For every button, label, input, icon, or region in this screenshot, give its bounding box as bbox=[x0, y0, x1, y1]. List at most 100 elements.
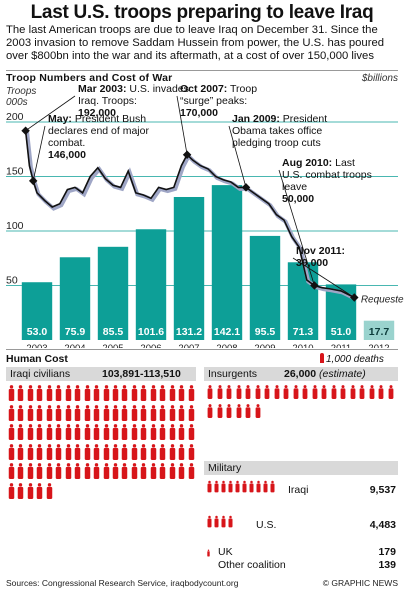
person-icon bbox=[84, 424, 90, 440]
person-icon bbox=[150, 443, 156, 460]
military-row-value: 179 bbox=[378, 546, 396, 558]
bar-value-label: 75.9 bbox=[65, 326, 86, 338]
person-icon bbox=[236, 385, 241, 399]
person-icon bbox=[84, 404, 90, 421]
panel-insurgents: Insurgents 26,000 (estimate) bbox=[204, 367, 398, 381]
military-row-label: UK bbox=[218, 546, 233, 558]
person-icon bbox=[159, 463, 166, 479]
person-icon bbox=[245, 404, 251, 418]
person-icon bbox=[141, 385, 147, 401]
person-icon bbox=[169, 385, 175, 401]
x-tick-label: 2003 bbox=[26, 343, 47, 348]
person-icon bbox=[8, 404, 15, 421]
person-icon bbox=[159, 385, 166, 401]
y-axis-label: Troops 000s bbox=[6, 86, 36, 108]
person-icon bbox=[207, 385, 213, 399]
panel-label: Iraqi civilians bbox=[10, 368, 71, 380]
person-icon bbox=[18, 385, 24, 401]
person-icon bbox=[122, 463, 128, 479]
person-icon bbox=[56, 443, 62, 460]
military-row-value: 4,483 bbox=[369, 519, 396, 531]
bar bbox=[249, 235, 281, 340]
person-icon bbox=[178, 404, 185, 421]
person-icon bbox=[18, 404, 24, 421]
y-tick-label: 50 bbox=[6, 275, 18, 287]
intro-text: The last American troops are due to leav… bbox=[6, 24, 385, 62]
x-tick-label: 2005 bbox=[102, 343, 123, 348]
page-title: Last U.S. troops preparing to leave Iraq bbox=[30, 2, 374, 23]
person-icon bbox=[8, 443, 15, 460]
person-icon bbox=[65, 424, 71, 440]
person-icon bbox=[27, 385, 34, 401]
person-icon bbox=[188, 404, 194, 421]
person-icon bbox=[8, 463, 15, 479]
person-icon bbox=[221, 480, 226, 493]
person-icon bbox=[27, 424, 34, 440]
person-icon bbox=[46, 463, 53, 479]
annotation-leader bbox=[32, 125, 46, 181]
person-icon bbox=[178, 385, 185, 401]
credit-text: © GRAPHIC NEWS bbox=[322, 578, 398, 588]
panel-label: Insurgents bbox=[208, 368, 258, 380]
person-icon bbox=[388, 385, 393, 399]
person-icon bbox=[112, 443, 119, 460]
person-icon bbox=[249, 480, 254, 493]
person-icon bbox=[27, 463, 34, 479]
annotation-leader bbox=[25, 95, 76, 132]
person-icon bbox=[207, 480, 212, 493]
person-icon bbox=[103, 424, 109, 440]
insurgents-note: (estimate) bbox=[319, 368, 366, 380]
person-icon bbox=[122, 443, 128, 460]
bar bbox=[21, 282, 53, 340]
person-icon bbox=[141, 424, 147, 440]
person-icon bbox=[207, 549, 210, 557]
person-icon bbox=[37, 424, 43, 440]
person-icon bbox=[169, 463, 175, 479]
annotation-text: Mar 2003: U.S. invades Iraq. Troops: 192,0… bbox=[78, 83, 189, 119]
bar bbox=[211, 185, 243, 340]
bar-value-label: 85.5 bbox=[103, 326, 124, 338]
person-icon bbox=[169, 404, 175, 421]
person-icon bbox=[188, 463, 194, 479]
troops-line bbox=[24, 130, 355, 299]
person-icon bbox=[283, 385, 289, 399]
military-row-label: U.S. bbox=[256, 519, 277, 531]
x-tick-label: 2004 bbox=[64, 343, 85, 348]
person-icon bbox=[84, 385, 90, 401]
person-icon bbox=[217, 404, 222, 418]
person-icon bbox=[270, 480, 275, 493]
divider bbox=[6, 70, 398, 71]
person-icon bbox=[235, 480, 240, 493]
unit-label-right: $billions bbox=[361, 73, 398, 84]
annotation-leader bbox=[228, 125, 247, 188]
bar bbox=[59, 257, 91, 340]
person-icon bbox=[93, 424, 100, 440]
annotation-leader bbox=[292, 257, 355, 298]
person-icon bbox=[236, 404, 241, 418]
person-icon bbox=[84, 443, 90, 460]
panel-military: Military bbox=[204, 461, 398, 475]
annotation-leader bbox=[176, 95, 188, 155]
person-icon bbox=[150, 424, 156, 440]
person-icon bbox=[122, 424, 128, 440]
person-icon bbox=[378, 385, 384, 399]
person-icon bbox=[112, 424, 119, 440]
person-icon bbox=[150, 404, 156, 421]
y-tick-label: 200 bbox=[6, 111, 24, 123]
person-icon bbox=[159, 404, 166, 421]
person-icon bbox=[159, 443, 166, 460]
person-icon bbox=[131, 404, 138, 421]
bar-value-label: 53.0 bbox=[27, 326, 48, 338]
person-icon bbox=[221, 515, 226, 528]
person-icon bbox=[93, 404, 100, 421]
person-icon bbox=[37, 404, 43, 421]
bar-value-label: 17.7 bbox=[369, 326, 390, 338]
person-icon bbox=[264, 385, 270, 399]
military-row-label: Iraqi bbox=[288, 484, 309, 496]
bar bbox=[287, 262, 319, 340]
person-icon bbox=[46, 424, 53, 440]
person-icon bbox=[27, 443, 34, 460]
human-cost-title: Human Cost bbox=[6, 353, 68, 365]
bar-value-label: 142.1 bbox=[214, 326, 240, 338]
person-icon bbox=[122, 385, 128, 401]
